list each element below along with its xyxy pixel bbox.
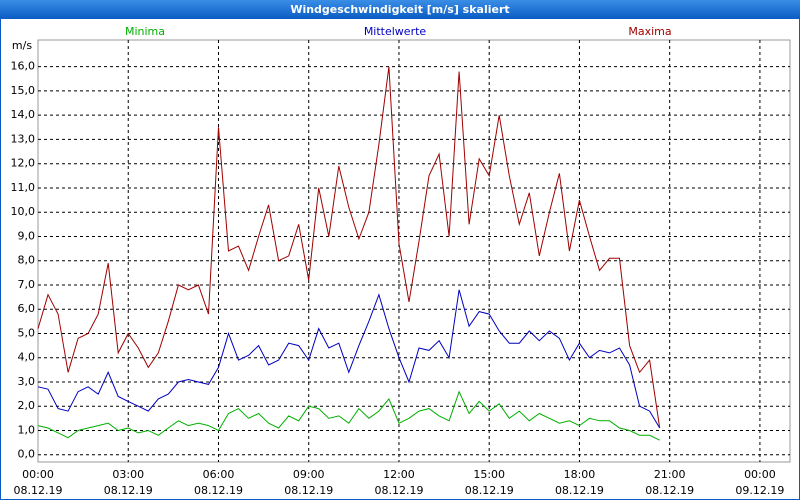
x-tick-label: 12:00: [383, 468, 415, 481]
y-tick-label: 0,0: [18, 448, 36, 461]
x-tick-date: 08.12.19: [104, 484, 153, 497]
x-tick-date: 08.12.19: [284, 484, 333, 497]
y-tick-label: 10,0: [11, 205, 36, 218]
series-line: [37, 390, 660, 441]
y-axis-label: m/s: [12, 39, 32, 52]
x-tick-label: 09:00: [293, 468, 325, 481]
series-line: [37, 289, 661, 429]
y-tick-label: 2,0: [18, 399, 36, 412]
y-tick-label: 13,0: [11, 132, 36, 145]
y-tick-label: 9,0: [18, 229, 36, 242]
y-tick-label: 6,0: [18, 302, 36, 315]
x-tick-date: 08.12.19: [645, 484, 694, 497]
x-tick-date: 08.12.19: [194, 484, 243, 497]
y-tick-label: 16,0: [11, 60, 36, 73]
x-tick-date: 08.12.19: [465, 484, 514, 497]
y-tick-label: 11,0: [11, 181, 36, 194]
x-tick-label: 03:00: [112, 468, 144, 481]
x-tick-date: 09.12.19: [735, 484, 784, 497]
y-tick-label: 1,0: [18, 423, 36, 436]
legend-entry: Mittelwerte: [364, 25, 427, 38]
x-tick-date: 08.12.19: [555, 484, 604, 497]
y-tick-label: 8,0: [18, 254, 36, 267]
y-tick-label: 7,0: [18, 278, 36, 291]
plot-frame: [37, 39, 791, 463]
y-tick-label: 4,0: [18, 351, 36, 364]
y-tick-label: 12,0: [11, 157, 36, 170]
x-tick-date: 08.12.19: [14, 484, 63, 497]
x-tick-label: 15:00: [473, 468, 505, 481]
x-tick-date: 08.12.19: [374, 484, 423, 497]
series-line: [37, 66, 661, 429]
x-tick-label: 06:00: [203, 468, 235, 481]
x-tick-label: 00:00: [744, 468, 776, 481]
legend-entry: Minima: [125, 25, 165, 38]
x-tick-label: 18:00: [564, 468, 596, 481]
chart-title: Windgeschwindigkeit [m/s] skaliert: [290, 3, 509, 16]
y-tick-label: 14,0: [11, 108, 36, 121]
y-tick-label: 3,0: [18, 375, 36, 388]
x-tick-label: 00:00: [22, 468, 54, 481]
y-tick-label: 5,0: [18, 326, 36, 339]
x-tick-label: 21:00: [654, 468, 686, 481]
legend-entry: Maxima: [628, 25, 671, 38]
y-tick-label: 15,0: [11, 84, 36, 97]
title-bar: [0, 0, 800, 19]
